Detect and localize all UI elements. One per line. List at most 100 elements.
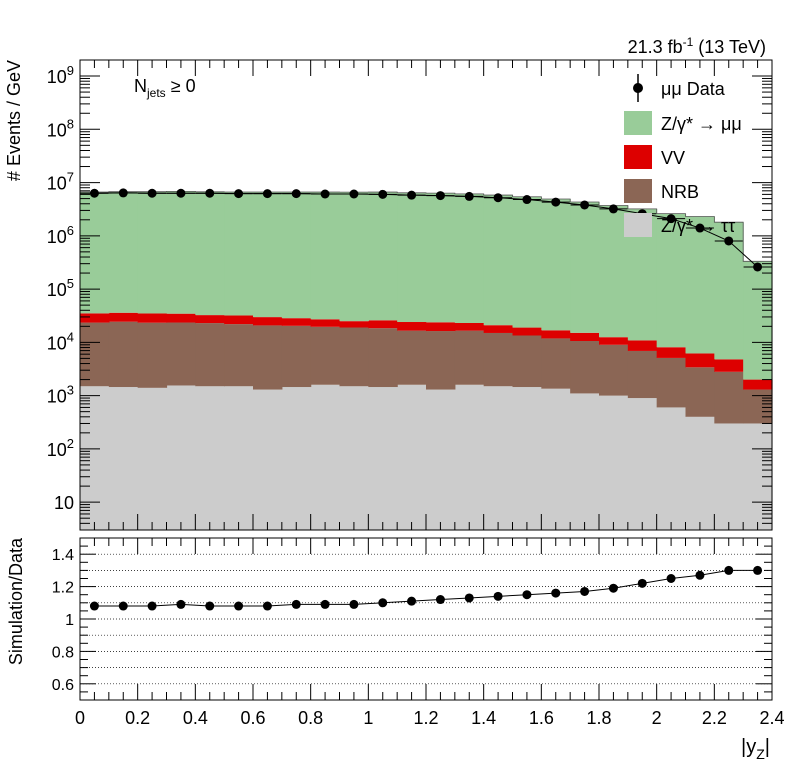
bar-z-mumu <box>656 213 687 348</box>
bar-z-mumu <box>685 216 715 354</box>
bar-nrb <box>253 325 283 390</box>
bar-nrb <box>397 330 427 385</box>
data-point <box>522 195 532 205</box>
bar-z-tautau <box>310 384 341 530</box>
ratio-point <box>349 599 359 609</box>
bar-z-mumu <box>570 202 600 333</box>
bar-z-tautau <box>166 385 196 530</box>
x-tick-label: 1.2 <box>413 708 438 728</box>
legend-label-vv: VV <box>661 148 685 168</box>
main-y-ticks: 10 102 103 104 105 106 107 108 109 <box>47 59 772 531</box>
ratio-point <box>378 598 388 608</box>
ratio-point <box>493 591 503 601</box>
bar-nrb <box>743 389 773 424</box>
ratio-point <box>234 601 244 611</box>
legend-data-marker <box>633 83 643 93</box>
bar-z-tautau <box>253 389 283 530</box>
bar-z-mumu <box>281 192 312 319</box>
bar-vv <box>512 327 542 336</box>
data-point <box>176 188 186 198</box>
legend-entry-data: μμ Data <box>633 74 726 102</box>
bar-z-tautau <box>570 393 600 530</box>
x-tick-label: 1 <box>363 708 373 728</box>
x-tick-label: 0 <box>75 708 85 728</box>
bar-z-mumu <box>195 191 225 316</box>
ratio-y-ticks: 0.6 0.8 1 1.2 1.4 <box>52 537 772 701</box>
bar-nrb <box>627 350 658 399</box>
bar-nrb <box>166 322 196 386</box>
data-point <box>666 214 676 224</box>
bar-vv <box>339 321 369 328</box>
ratio-point <box>637 578 647 588</box>
y-tick-label: 108 <box>47 116 74 140</box>
data-point <box>695 223 705 233</box>
ratio-y-tick-label: 1.2 <box>52 580 74 597</box>
bar-z-mumu <box>108 191 139 313</box>
bar-z-tautau <box>195 386 225 530</box>
legend-label-z-mumu: Z/γ* → μμ <box>661 114 742 134</box>
x-tick-label: 1.8 <box>586 708 611 728</box>
bar-z-tautau <box>397 384 427 530</box>
bar-z-tautau <box>80 386 110 530</box>
bar-nrb <box>281 325 312 388</box>
ratio-gridlines <box>80 537 772 701</box>
ratio-plot-panel: 0.6 0.8 1 1.2 1.4 0 0.2 0.4 0.6 0.8 1 1.2 1.4 1.6 1.8… <box>6 537 785 762</box>
data-point <box>551 197 561 207</box>
bar-z-tautau <box>483 386 514 530</box>
ratio-point <box>608 583 618 593</box>
ratio-point <box>291 599 301 609</box>
data-point <box>234 189 244 199</box>
x-tick-label: 0.8 <box>298 708 323 728</box>
legend-entry-vv: VV <box>624 145 685 169</box>
data-point <box>118 188 128 198</box>
data-point <box>493 193 503 203</box>
stack-bars <box>80 190 773 530</box>
legend: μμ Data Z/γ* → μμ VV NRB Z/γ* → ττ <box>624 74 742 237</box>
ratio-points <box>89 565 763 611</box>
bar-z-tautau <box>685 416 715 530</box>
data-point <box>262 189 272 199</box>
bar-z-tautau <box>599 395 629 530</box>
bar-z-mumu <box>224 192 254 316</box>
x-tick-label: 0.4 <box>183 708 208 728</box>
bar-nrb <box>195 323 225 387</box>
ratio-point <box>118 601 128 611</box>
bar-nrb <box>512 335 542 388</box>
bar-z-tautau <box>627 398 658 530</box>
njets-annotation: Njets ≥ 0 <box>134 76 196 100</box>
bar-z-tautau <box>656 407 687 530</box>
total-mc-outline <box>80 190 772 262</box>
bar-nrb <box>137 322 168 388</box>
bar-vv <box>281 318 312 326</box>
data-point <box>407 190 417 200</box>
data-point <box>89 188 99 198</box>
data-point <box>464 191 474 201</box>
data-point <box>580 200 590 210</box>
bar-z-tautau <box>339 386 369 530</box>
bar-z-mumu <box>253 192 283 318</box>
bar-nrb <box>599 344 629 396</box>
data-point <box>378 189 388 199</box>
main-plot-panel: 10 102 103 104 105 106 107 108 109 Njets ≥ 0 μμ … <box>4 59 773 531</box>
bar-vv <box>224 315 254 325</box>
legend-swatch-z-tautau <box>624 213 652 237</box>
bar-z-mumu <box>483 195 514 326</box>
ratio-point <box>551 588 561 598</box>
data-point <box>724 236 734 246</box>
ratio-y-axis-label: Simulation/Data <box>6 537 26 665</box>
bar-nrb <box>368 328 398 388</box>
bar-vv <box>483 325 514 333</box>
ratio-point <box>753 565 763 575</box>
data-point <box>147 188 157 198</box>
bar-z-tautau <box>714 423 744 530</box>
ratio-point <box>320 599 330 609</box>
ratio-point <box>724 565 734 575</box>
main-x-ticks <box>79 60 773 530</box>
bar-nrb <box>310 326 341 385</box>
bar-vv <box>137 313 168 323</box>
bar-z-mumu <box>137 191 168 314</box>
bar-vv <box>166 313 196 323</box>
bar-z-mumu <box>339 192 369 322</box>
y-tick-label: 105 <box>47 276 74 300</box>
ratio-point <box>176 599 186 609</box>
